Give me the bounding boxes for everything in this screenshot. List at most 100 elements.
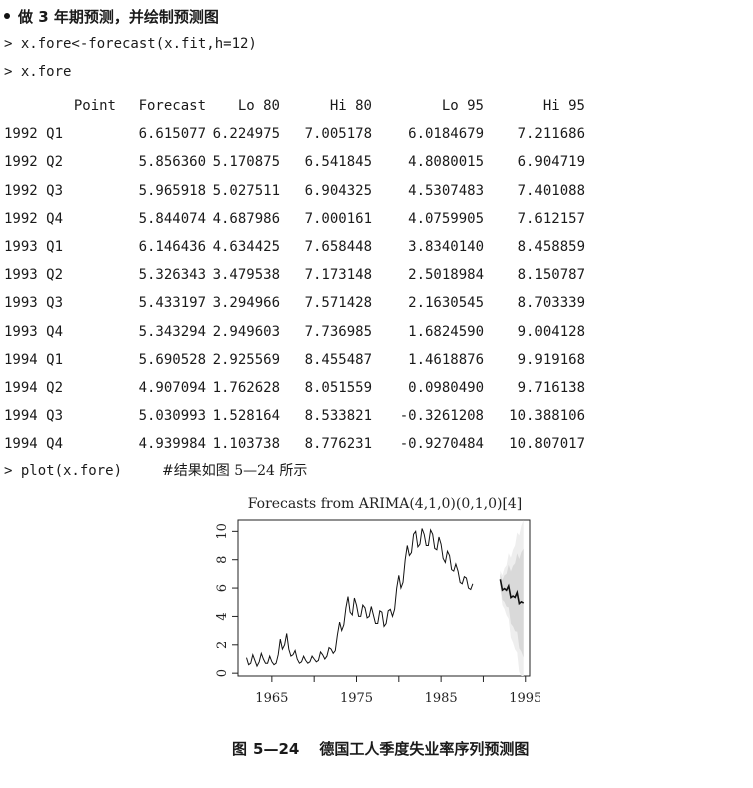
table-cell: 3.479538 — [212, 267, 280, 284]
table-row: 1993 Q1 6.146436 4.634425 7.658448 3.8340140… — [4, 233, 585, 261]
header-lo80: Lo 80 — [237, 98, 280, 115]
header-forecast: Forecast — [138, 98, 206, 115]
table-cell: 1.762628 — [212, 379, 280, 396]
table-cell: 2.5018984 — [408, 267, 484, 284]
plot-command-comment: #结果如图 5—24 所示 — [162, 463, 308, 479]
y-tick-label: 0 — [215, 669, 230, 677]
y-tick-label: 2 — [215, 641, 230, 649]
table-cell: 7.005178 — [304, 126, 372, 143]
row-period: 1993 Q3 — [4, 295, 64, 312]
table-cell: -0.3261208 — [399, 408, 484, 425]
caption-number: 5—24 — [253, 740, 300, 758]
table-cell: 3.294966 — [212, 295, 280, 312]
table-cell: 2.949603 — [212, 323, 280, 340]
row-period: 1992 Q1 — [4, 126, 64, 143]
forecast-series-line — [499, 579, 525, 606]
x-tick-label: 1965 — [255, 691, 288, 706]
plot-frame — [237, 519, 531, 677]
y-tick-label: 10 — [215, 523, 230, 540]
row-period: 1994 Q4 — [4, 436, 64, 453]
task-heading-text: 做 3 年期预测，并绘制预测图 — [18, 8, 219, 26]
forecast-band-80 — [500, 548, 524, 658]
y-tick-label: 4 — [215, 612, 230, 620]
header-point: Point — [73, 98, 116, 115]
header-hi95: Hi 95 — [542, 98, 585, 115]
table-row: 1994 Q1 5.690528 2.925569 8.455487 1.4618876… — [4, 346, 585, 374]
chart-plot-area: 0 2 4 6 8 10 1965 1975 1985 1995 — [215, 519, 540, 706]
table-cell: 4.8080015 — [408, 154, 484, 171]
row-period: 1994 Q3 — [4, 408, 64, 425]
table-cell: 5.844074 — [138, 210, 206, 227]
table-cell: 4.5307483 — [408, 182, 484, 199]
table-row: 1994 Q4 4.939984 1.103738 8.776231 -0.927048… — [4, 430, 585, 458]
table-cell: 7.571428 — [304, 295, 372, 312]
table-row: 1993 Q2 5.326343 3.479538 7.173148 2.5018984… — [4, 261, 585, 289]
table-cell: 6.224975 — [212, 126, 280, 143]
history-series-line — [246, 528, 474, 668]
table-cell: 0.0980490 — [408, 379, 484, 396]
forecast-chart: Forecasts from ARIMA(4,1,0)(0,1,0)[4] 0 2… — [215, 496, 540, 706]
y-tick-label: 8 — [215, 556, 230, 564]
x-tick-label: 1995 — [509, 691, 540, 706]
caption-text: 德国工人季度失业率序列预测图 — [319, 740, 530, 758]
table-cell: 8.776231 — [304, 436, 372, 453]
table-cell: 1.103738 — [212, 436, 280, 453]
table-cell: 6.904719 — [517, 154, 585, 171]
table-cell: 4.907094 — [138, 379, 206, 396]
table-cell: 1.528164 — [212, 408, 280, 425]
table-cell: 8.455487 — [304, 351, 372, 368]
table-row: 1994 Q3 5.030993 1.528164 8.533821 -0.326120… — [4, 402, 585, 430]
table-cell: 10.388106 — [509, 408, 585, 425]
y-tick-label: 6 — [215, 584, 230, 592]
caption-label: 图 — [232, 740, 248, 758]
table-header-row: Point Forecast Lo 80 Hi 80 Lo 95 Hi 95 — [4, 92, 585, 120]
code-line-print: > x.fore — [4, 64, 72, 80]
code-line-forecast: > x.fore<-forecast(x.fit,h=12) — [4, 36, 257, 52]
table-cell: 1.4618876 — [408, 351, 484, 368]
table-cell: 7.000161 — [304, 210, 372, 227]
table-cell: 9.716138 — [517, 379, 585, 396]
table-cell: 5.326343 — [138, 267, 206, 284]
table-cell: 8.150787 — [517, 267, 585, 284]
table-cell: 4.687986 — [212, 210, 280, 227]
table-cell: 5.027511 — [212, 182, 280, 199]
table-cell: 5.433197 — [138, 295, 206, 312]
table-cell: 1.6824590 — [408, 323, 484, 340]
header-hi80: Hi 80 — [329, 98, 372, 115]
table-cell: 7.736985 — [304, 323, 372, 340]
row-period: 1994 Q2 — [4, 379, 64, 396]
table-cell: 6.0184679 — [408, 126, 484, 143]
table-cell: 3.8340140 — [408, 239, 484, 256]
table-cell: 7.658448 — [304, 239, 372, 256]
table-cell: 8.458859 — [517, 239, 585, 256]
table-cell: 7.211686 — [517, 126, 585, 143]
plot-command: > plot(x.fore) #结果如图 5—24 所示 — [4, 460, 307, 480]
table-cell: 6.904325 — [304, 182, 372, 199]
table-cell: 6.146436 — [138, 239, 206, 256]
x-tick-label: 1975 — [340, 691, 373, 706]
table-cell: 5.690528 — [138, 351, 206, 368]
header-lo95: Lo 95 — [441, 98, 484, 115]
table-row: 1993 Q4 5.343294 2.949603 7.736985 1.6824590… — [4, 318, 585, 346]
row-period: 1993 Q2 — [4, 267, 64, 284]
row-period: 1992 Q4 — [4, 210, 64, 227]
table-cell: 4.939984 — [138, 436, 206, 453]
table-cell: 2.1630545 — [408, 295, 484, 312]
row-period: 1992 Q3 — [4, 182, 64, 199]
table-cell: 4.0759905 — [408, 210, 484, 227]
table-cell: 7.173148 — [304, 267, 372, 284]
table-cell: 9.919168 — [517, 351, 585, 368]
forecast-table: Point Forecast Lo 80 Hi 80 Lo 95 Hi 95 1… — [4, 92, 585, 458]
figure-caption: 图 5—24 德国工人季度失业率序列预测图 — [232, 738, 529, 759]
table-cell: 5.965918 — [138, 182, 206, 199]
table-cell: 6.541845 — [304, 154, 372, 171]
table-cell: 9.004128 — [517, 323, 585, 340]
table-cell: 8.533821 — [304, 408, 372, 425]
table-cell: 7.401088 — [517, 182, 585, 199]
table-row: 1992 Q1 6.615077 6.224975 7.005178 6.0184679… — [4, 120, 585, 148]
table-cell: 7.612157 — [517, 210, 585, 227]
table-row: 1993 Q3 5.433197 3.294966 7.571428 2.1630545… — [4, 289, 585, 317]
row-period: 1992 Q2 — [4, 154, 64, 171]
table-cell: 5.343294 — [138, 323, 206, 340]
table-cell: 5.030993 — [138, 408, 206, 425]
